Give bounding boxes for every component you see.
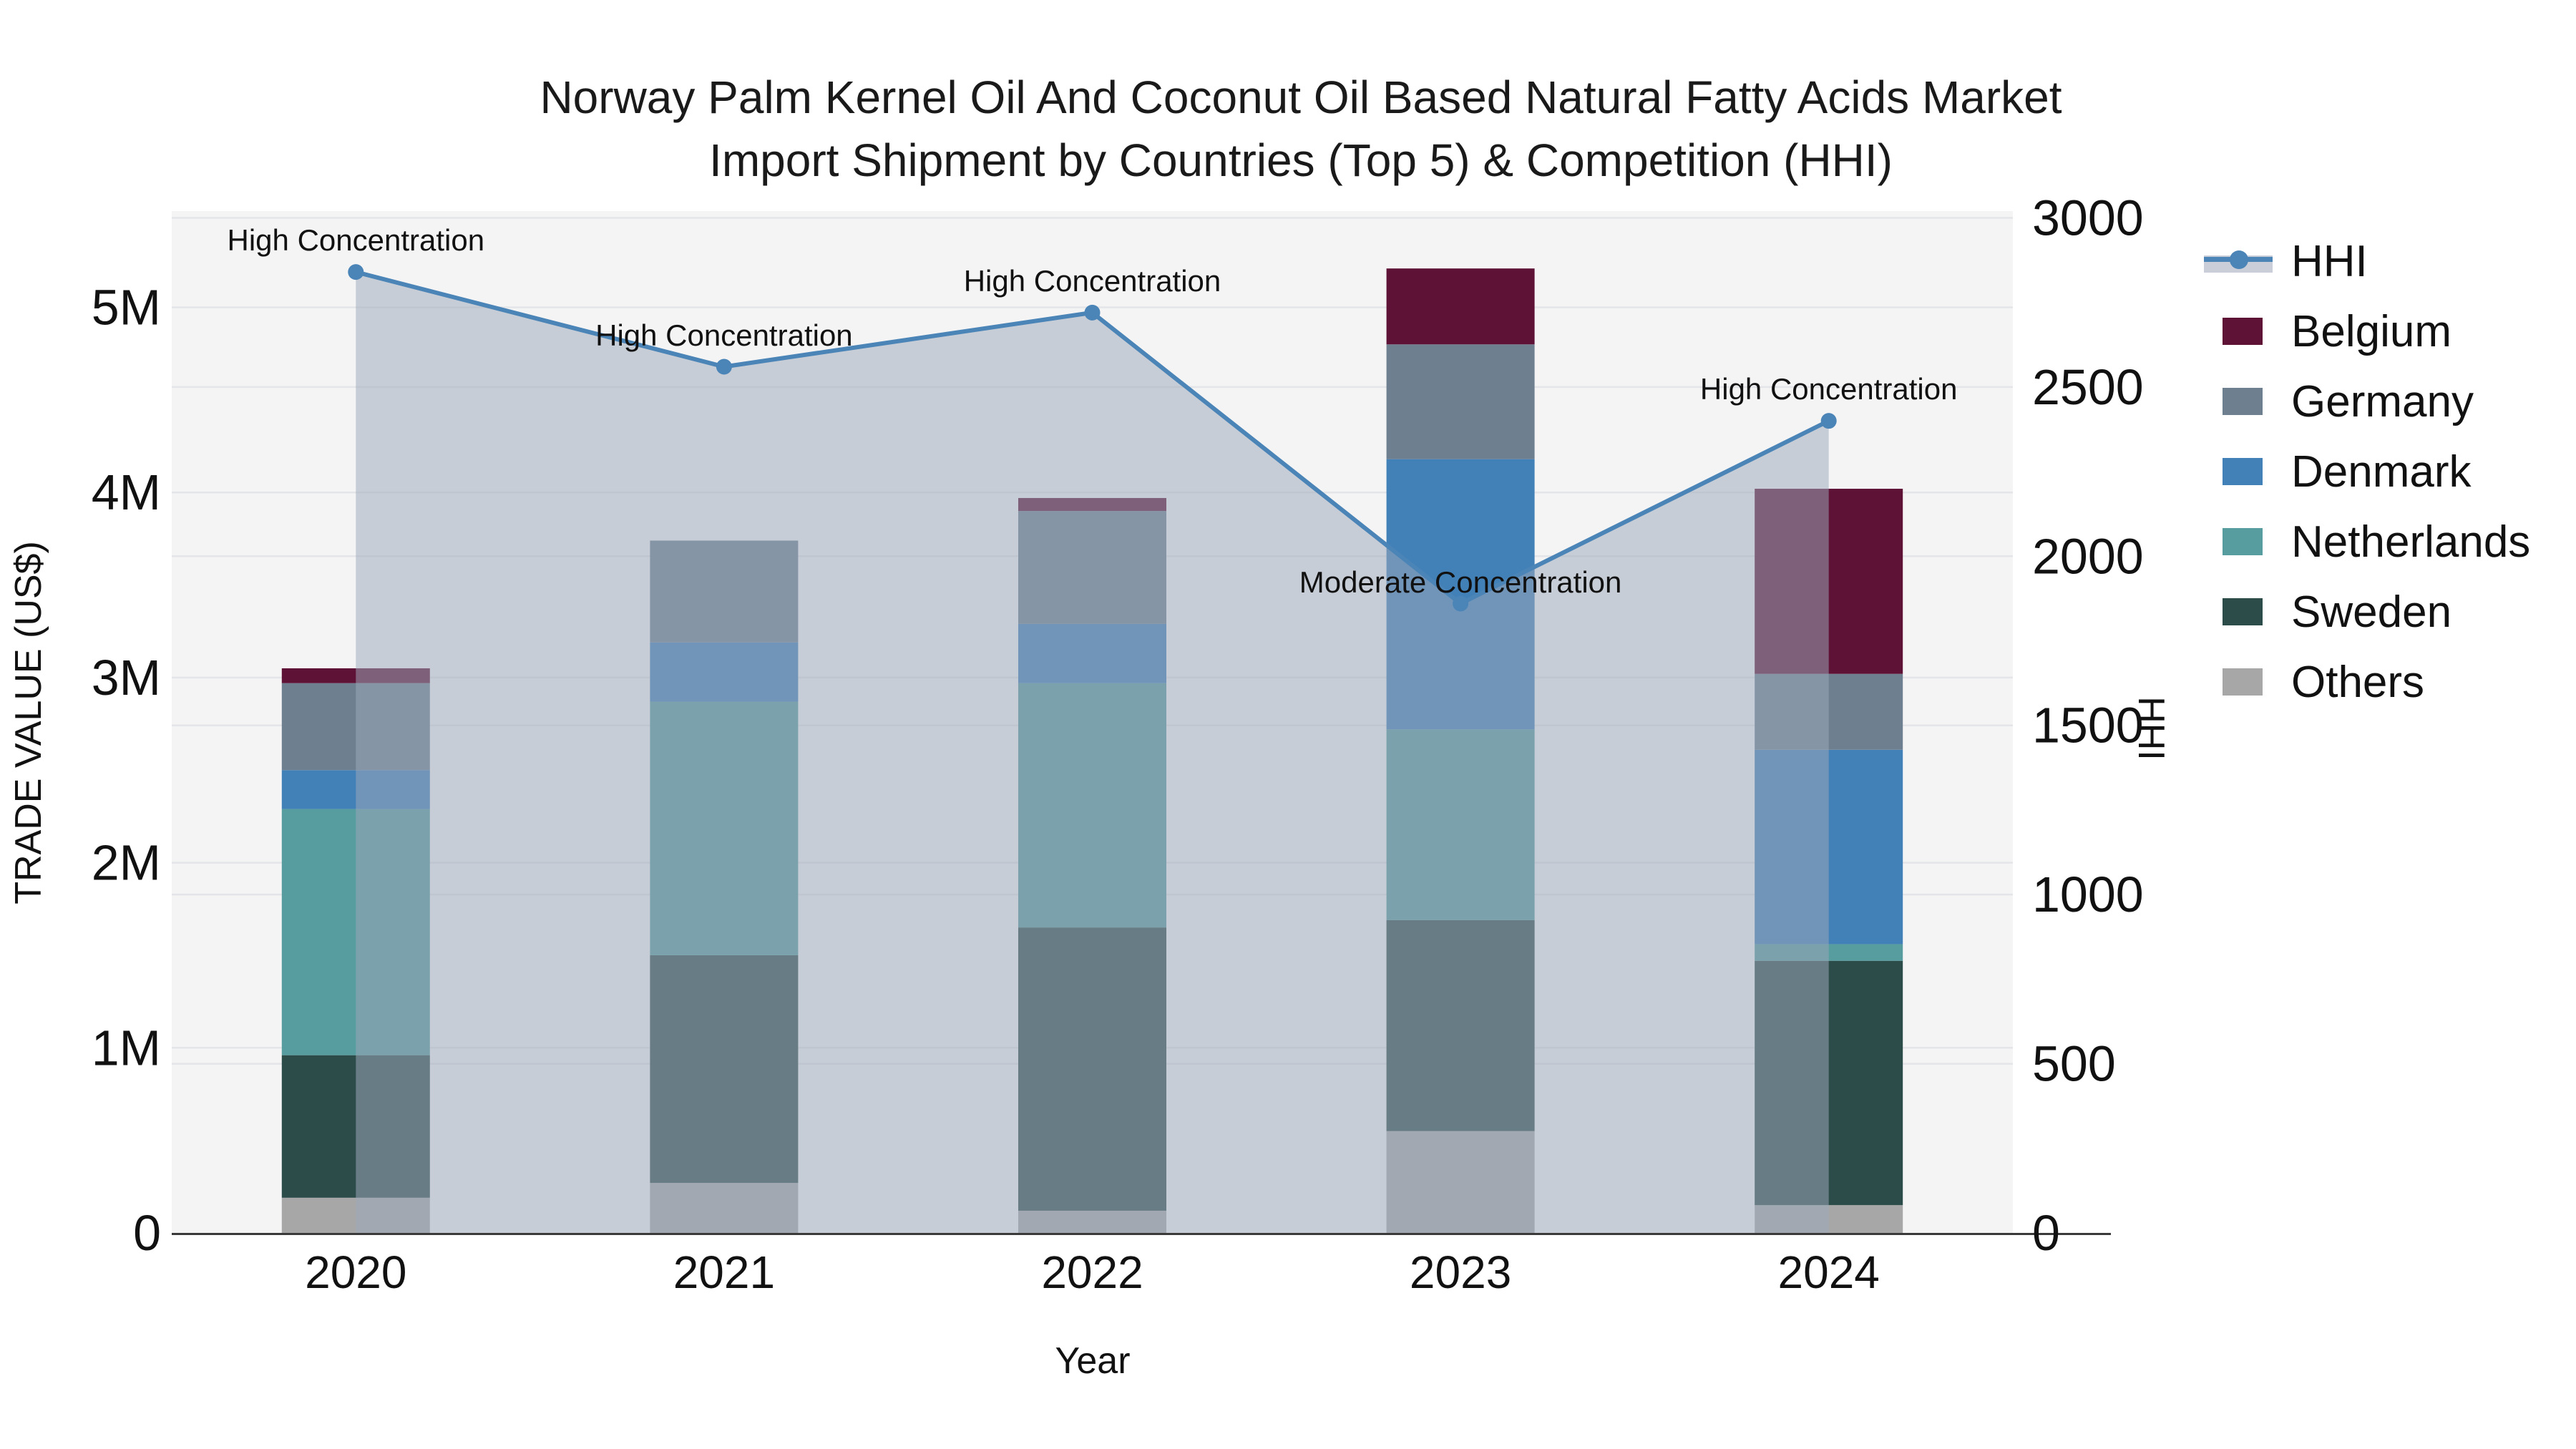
y2-axis-tick-labels: 0 500 1000 1500 2000 2500 3000: [2032, 190, 2144, 1261]
bar-segment-belgium[interactable]: [1386, 268, 1535, 345]
hhi-area-fill: [356, 272, 1829, 1234]
hhi-marker-dot: [2230, 250, 2248, 269]
legend-item-denmark[interactable]: Denmark: [2204, 436, 2530, 507]
chart-title-line2: Import Shipment by Countries (Top 5) & C…: [709, 135, 1893, 186]
legend-label: HHI: [2291, 236, 2368, 286]
svg-text:3000: 3000: [2032, 190, 2144, 245]
netherlands-swatch-icon: [2223, 528, 2263, 555]
legend-item-sweden[interactable]: Sweden: [2204, 577, 2530, 647]
hhi-line-swatch-icon: [2204, 247, 2273, 275]
svg-text:1M: 1M: [92, 1020, 161, 1075]
y-axis-tick-labels: 0 1M 2M 3M 4M 5M: [92, 280, 161, 1261]
legend-item-germany[interactable]: Germany: [2204, 366, 2530, 436]
svg-text:5M: 5M: [92, 280, 161, 336]
chart-title-line1: Norway Palm Kernel Oil And Coconut Oil B…: [540, 72, 2062, 123]
hhi-marker-2023[interactable]: [1453, 595, 1469, 612]
svg-text:1000: 1000: [2032, 867, 2144, 922]
bar-segment-germany[interactable]: [1386, 344, 1535, 459]
svg-text:2M: 2M: [92, 835, 161, 891]
svg-text:2024: 2024: [1778, 1246, 1880, 1298]
svg-text:0: 0: [133, 1205, 161, 1261]
svg-text:3M: 3M: [92, 650, 161, 706]
x-axis-tick-labels: 2020 2021 2022 2023 2024: [305, 1246, 1880, 1298]
legend-item-hhi[interactable]: HHI: [2204, 226, 2530, 296]
legend-label: Sweden: [2291, 587, 2452, 637]
belgium-swatch-icon: [2223, 318, 2263, 345]
legend: HHI Belgium Germany Denmark Netherlands …: [2204, 226, 2530, 717]
hhi-marker-2020[interactable]: [348, 264, 364, 280]
annotation-2024: High Concentration: [1699, 372, 1958, 406]
svg-text:1500: 1500: [2032, 698, 2144, 753]
denmark-swatch-icon: [2223, 458, 2263, 485]
svg-text:2020: 2020: [305, 1246, 406, 1298]
annotation-2023: Moderate Concentration: [1299, 565, 1622, 599]
y-axis-title-right: HHI: [2130, 696, 2172, 761]
legend-item-netherlands[interactable]: Netherlands: [2204, 507, 2530, 577]
annotation-2021: High Concentration: [595, 318, 853, 352]
sweden-swatch-icon: [2223, 598, 2263, 625]
svg-text:500: 500: [2032, 1036, 2116, 1092]
svg-text:4M: 4M: [92, 464, 161, 520]
annotation-2022: High Concentration: [963, 263, 1221, 298]
hhi-marker-2022[interactable]: [1084, 304, 1101, 321]
legend-label: Others: [2291, 657, 2425, 707]
legend-label: Belgium: [2291, 306, 2451, 356]
chart-title: Norway Palm Kernel Oil And Coconut Oil B…: [371, 66, 2231, 192]
svg-text:2023: 2023: [1410, 1246, 1511, 1298]
hhi-marker-2024[interactable]: [1820, 413, 1837, 429]
x-axis-title: Year: [1055, 1340, 1131, 1382]
germany-swatch-icon: [2223, 388, 2263, 415]
legend-item-others[interactable]: Others: [2204, 647, 2530, 717]
others-swatch-icon: [2223, 668, 2263, 696]
svg-text:0: 0: [2032, 1205, 2060, 1261]
hhi-marker-2021[interactable]: [716, 358, 732, 375]
svg-text:2022: 2022: [1041, 1246, 1143, 1298]
y-axis-title-left: TRADE VALUE (US$): [8, 541, 49, 904]
legend-label: Germany: [2291, 376, 2474, 426]
svg-text:2500: 2500: [2032, 359, 2144, 415]
legend-item-belgium[interactable]: Belgium: [2204, 296, 2530, 366]
legend-label: Denmark: [2291, 447, 2472, 497]
svg-text:2021: 2021: [673, 1246, 775, 1298]
annotation-2020: High Concentration: [227, 223, 485, 258]
svg-text:2000: 2000: [2032, 528, 2144, 584]
legend-label: Netherlands: [2291, 517, 2531, 567]
